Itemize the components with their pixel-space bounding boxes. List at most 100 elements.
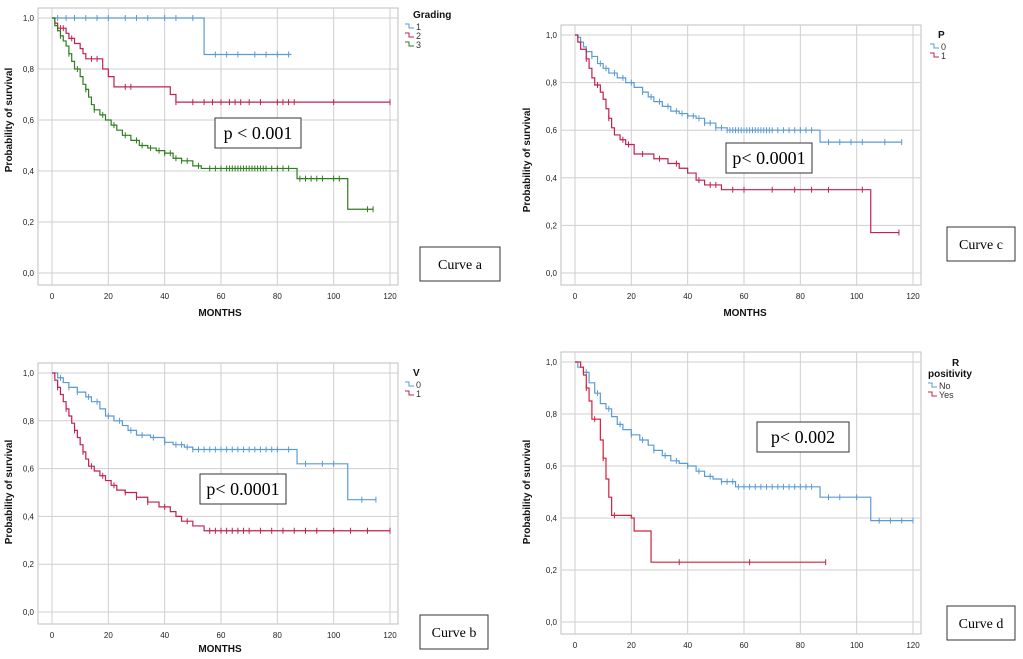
legend-swatch	[405, 41, 414, 47]
y-tick-label: 0,4	[546, 174, 558, 183]
survival-curve	[52, 17, 390, 103]
survival-curve	[575, 34, 902, 143]
pvalue-box	[725, 142, 813, 174]
x-tick-label: 120	[906, 292, 920, 301]
pvalue-box	[199, 473, 287, 505]
legend-swatch	[930, 43, 939, 49]
x-tick-label: 120	[383, 631, 397, 640]
x-tick-label: 120	[383, 292, 397, 301]
legend-swatch	[405, 23, 414, 29]
y-tick-label: 0,2	[546, 221, 558, 230]
legend-entry: 0	[941, 42, 946, 52]
legend-entry: No	[939, 381, 951, 391]
legend-title: V	[413, 368, 420, 379]
x-tick-label: 40	[683, 641, 692, 650]
y-tick-label: 0,0	[546, 618, 558, 627]
survival-curve	[52, 372, 390, 532]
survival-curve	[575, 361, 826, 563]
y-tick-label: 0,4	[23, 512, 35, 521]
legend-entry: Yes	[939, 390, 954, 400]
legend: P01	[930, 30, 946, 61]
y-axis-title: Probability of survival	[522, 108, 533, 213]
x-axis-title: MONTHS	[198, 644, 242, 655]
y-tick-label: 0,2	[23, 560, 35, 569]
x-tick-label: 100	[327, 292, 341, 301]
pvalue-label: p < 0.001	[224, 123, 293, 143]
x-tick-label: 80	[273, 631, 282, 640]
y-tick-label: 0,2	[23, 218, 35, 227]
y-tick-label: 0,8	[23, 65, 35, 74]
series-1	[575, 34, 900, 236]
y-tick-label: 0,6	[23, 116, 35, 125]
legend-title: P	[938, 30, 945, 41]
y-tick-label: 0,8	[546, 410, 558, 419]
plot-frame	[37, 362, 399, 625]
x-tick-label: 0	[50, 292, 55, 301]
x-tick-label: 0	[50, 631, 55, 640]
y-axis-title: Probability of survival	[4, 440, 15, 545]
x-tick-label: 20	[104, 631, 113, 640]
y-tick-label: 0,8	[546, 79, 558, 88]
survival-curve	[575, 34, 899, 234]
x-tick-label: 60	[217, 292, 226, 301]
x-tick-label: 100	[850, 641, 864, 650]
pvalue-box	[756, 421, 850, 453]
x-tick-label: 40	[683, 292, 692, 301]
caption-box	[946, 605, 1016, 641]
y-tick-label: 1,0	[23, 369, 35, 378]
y-tick-label: 1,0	[546, 358, 558, 367]
y-tick-label: 1,0	[23, 14, 35, 23]
x-axis-title: MONTHS	[723, 308, 767, 319]
legend-entry: 1	[416, 389, 421, 399]
series-3	[52, 17, 374, 213]
x-tick-label: 20	[627, 292, 636, 301]
series-0	[575, 34, 903, 146]
caption-box	[419, 246, 501, 282]
legend-swatch	[405, 381, 414, 387]
series-Yes	[575, 361, 827, 566]
caption-box	[419, 614, 489, 650]
x-tick-label: 0	[573, 641, 578, 650]
series-1	[52, 15, 292, 58]
caption-label: Curve d	[959, 617, 1004, 632]
x-tick-label: 100	[850, 292, 864, 301]
x-tick-label: 120	[906, 641, 920, 650]
plot-frame	[560, 351, 922, 635]
legend-swatch	[405, 32, 414, 38]
x-axis-title: MONTHS	[198, 308, 242, 319]
caption-label: Curve a	[438, 258, 483, 273]
y-tick-label: 0,6	[546, 126, 558, 135]
legend-swatch	[930, 52, 939, 58]
chart-a: 0 20 40 60 80 100 120 0,0 0,2 0,4 0,6 0,8 1,0 MONTHS P…	[4, 7, 501, 319]
y-tick-label: 1,0	[546, 31, 558, 40]
x-tick-label: 20	[104, 292, 113, 301]
legend-title: Grading	[413, 10, 451, 21]
y-tick-label: 0,4	[23, 167, 35, 176]
caption-label: Curve b	[432, 626, 477, 641]
chart-c: 0 20 40 60 80 100 120 0,0 0,2 0,4 0,6 0,8 1,0 MONTHS P…	[522, 24, 1016, 319]
x-tick-label: 80	[796, 641, 805, 650]
y-tick-label: 0,6	[546, 462, 558, 471]
y-tick-label: 0,0	[23, 608, 35, 617]
pvalue-label: p< 0.002	[771, 427, 835, 447]
pvalue-label: p< 0.0001	[732, 148, 805, 168]
legend-swatch	[928, 382, 937, 388]
caption-box	[946, 226, 1016, 262]
legend-title: R	[952, 358, 960, 369]
series-No	[575, 361, 914, 524]
legend: V01	[405, 368, 421, 399]
y-axis-title: Probability of survival	[4, 68, 15, 173]
survival-curve	[52, 17, 374, 210]
legend-entry: 3	[416, 40, 421, 50]
y-tick-label: 0,2	[546, 566, 558, 575]
x-tick-label: 80	[273, 292, 282, 301]
pvalue-box	[214, 117, 302, 149]
x-tick-label: 100	[327, 631, 341, 640]
survival-curve	[52, 17, 292, 56]
pvalue-label: p< 0.0001	[206, 479, 279, 499]
y-tick-label: 0,4	[546, 514, 558, 523]
legend-entry: 0	[416, 380, 421, 390]
plot-frame	[37, 7, 399, 286]
